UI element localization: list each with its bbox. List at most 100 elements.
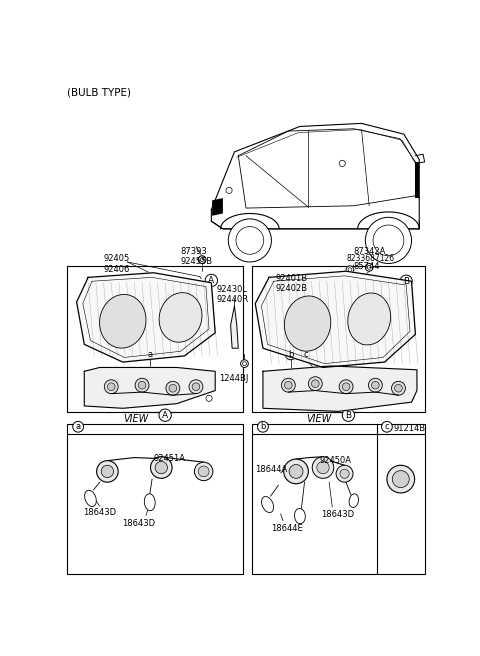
Bar: [331, 384, 352, 397]
Circle shape: [226, 188, 232, 194]
Text: 18643D: 18643D: [83, 508, 116, 518]
Polygon shape: [84, 367, 215, 408]
Ellipse shape: [84, 490, 96, 506]
Text: 92401B
92402B: 92401B 92402B: [275, 274, 307, 293]
Text: VIEW: VIEW: [306, 414, 331, 424]
Circle shape: [138, 381, 146, 389]
Text: 87393
92455B: 87393 92455B: [180, 247, 213, 266]
Text: 87342A: 87342A: [354, 247, 386, 256]
Circle shape: [228, 219, 271, 262]
Circle shape: [342, 409, 355, 421]
Circle shape: [144, 349, 155, 359]
Circle shape: [312, 457, 334, 478]
Circle shape: [169, 384, 177, 392]
Circle shape: [369, 379, 382, 392]
Text: 92451A: 92451A: [154, 455, 186, 464]
Bar: [252, 424, 425, 574]
Circle shape: [281, 379, 295, 392]
Ellipse shape: [285, 296, 331, 351]
Circle shape: [266, 399, 272, 405]
Text: a: a: [75, 422, 81, 431]
Circle shape: [159, 409, 171, 421]
Text: A: A: [208, 276, 215, 285]
Circle shape: [408, 370, 414, 376]
Circle shape: [101, 465, 114, 478]
Circle shape: [387, 465, 415, 493]
Polygon shape: [255, 271, 415, 367]
Circle shape: [266, 371, 272, 377]
Text: 91214B: 91214B: [394, 424, 426, 434]
Ellipse shape: [349, 494, 359, 508]
Polygon shape: [230, 306, 238, 348]
Bar: [252, 266, 425, 412]
Bar: [67, 424, 243, 574]
Text: 92450A: 92450A: [319, 456, 351, 465]
Circle shape: [392, 470, 409, 487]
Circle shape: [392, 381, 406, 395]
Circle shape: [308, 377, 322, 390]
Circle shape: [348, 268, 352, 272]
Circle shape: [200, 258, 204, 262]
Circle shape: [365, 217, 411, 264]
Circle shape: [284, 459, 308, 483]
Circle shape: [73, 421, 84, 432]
Polygon shape: [212, 198, 223, 216]
Circle shape: [372, 381, 379, 389]
Polygon shape: [263, 366, 417, 411]
Circle shape: [300, 349, 312, 359]
Text: B: B: [345, 411, 351, 420]
Polygon shape: [77, 273, 215, 362]
Text: 18644E: 18644E: [271, 523, 302, 533]
Circle shape: [96, 461, 118, 482]
Text: c: c: [304, 350, 308, 359]
Text: B: B: [403, 277, 409, 286]
Polygon shape: [415, 162, 419, 198]
Circle shape: [317, 461, 329, 474]
Ellipse shape: [144, 494, 155, 510]
Circle shape: [236, 226, 264, 255]
Circle shape: [367, 266, 371, 270]
Circle shape: [135, 379, 149, 392]
Circle shape: [336, 465, 353, 482]
Text: a: a: [147, 350, 152, 359]
Circle shape: [242, 361, 246, 365]
Text: c: c: [384, 422, 389, 431]
Ellipse shape: [295, 508, 305, 523]
Circle shape: [166, 381, 180, 395]
Circle shape: [285, 349, 296, 359]
Bar: [67, 266, 243, 412]
Circle shape: [339, 160, 345, 167]
Text: (BULB TYPE): (BULB TYPE): [67, 88, 132, 98]
Text: 8233687126: 8233687126: [347, 255, 395, 263]
Circle shape: [108, 383, 115, 390]
Ellipse shape: [159, 293, 202, 342]
Circle shape: [240, 359, 248, 367]
Text: 18643D: 18643D: [121, 519, 155, 528]
Text: VIEW: VIEW: [123, 414, 148, 424]
Circle shape: [205, 274, 217, 287]
Circle shape: [312, 380, 319, 388]
Circle shape: [206, 371, 212, 377]
Circle shape: [365, 264, 373, 271]
Circle shape: [104, 380, 118, 394]
Circle shape: [206, 395, 212, 401]
Text: 18643D: 18643D: [322, 510, 355, 519]
Ellipse shape: [262, 497, 274, 512]
Circle shape: [258, 421, 268, 432]
Circle shape: [189, 380, 203, 394]
Circle shape: [339, 380, 353, 394]
Text: 1244BJ: 1244BJ: [219, 374, 248, 382]
Ellipse shape: [348, 293, 391, 345]
Text: 85744: 85744: [354, 262, 380, 271]
Circle shape: [285, 381, 292, 389]
Circle shape: [373, 225, 404, 256]
Circle shape: [87, 399, 94, 405]
Circle shape: [342, 383, 350, 390]
Circle shape: [408, 394, 414, 401]
Circle shape: [340, 469, 349, 478]
Text: A: A: [162, 411, 168, 420]
Text: b: b: [288, 350, 293, 359]
Circle shape: [198, 466, 209, 477]
Circle shape: [192, 383, 200, 390]
Circle shape: [155, 461, 168, 474]
